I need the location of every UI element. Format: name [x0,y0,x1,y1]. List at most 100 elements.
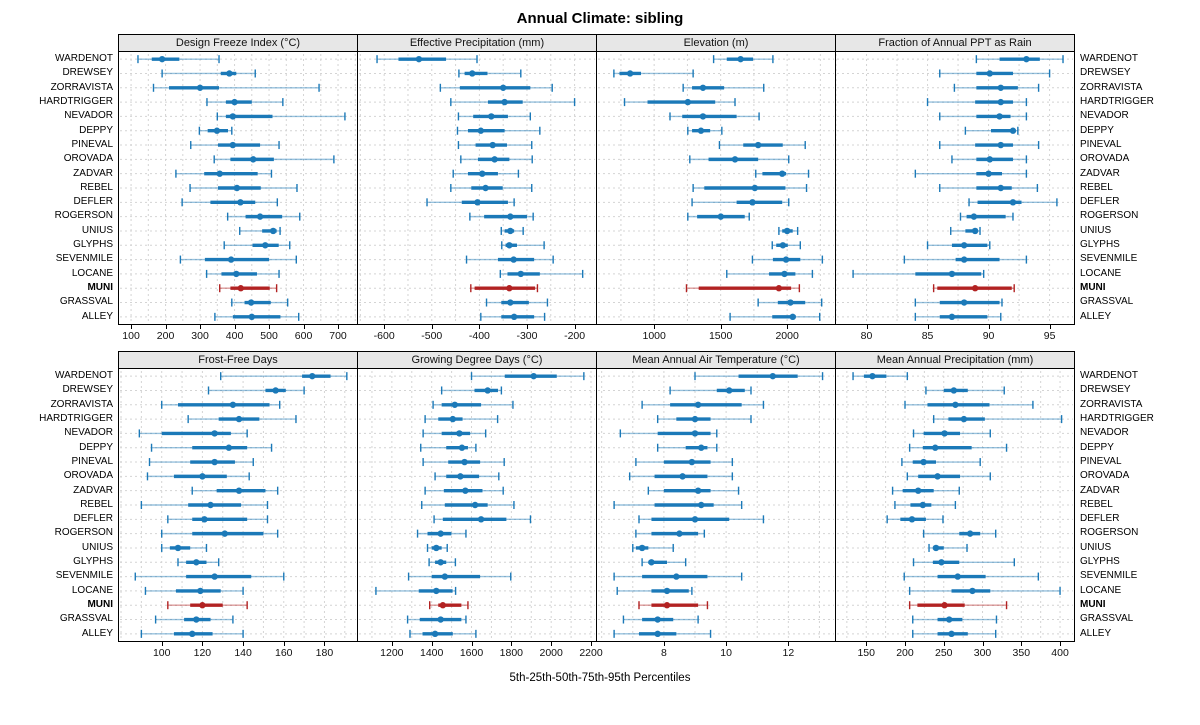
axis-tick-label: 400 [1051,647,1069,659]
site-label: WARDENOT [55,370,113,381]
site-label: GRASSVAL [1080,613,1134,625]
site-label: NEVADOR [64,427,113,439]
x-axis-mean-annual-air-temperature: 8 10 12 [596,642,836,668]
site-label: DEFLER [73,196,113,208]
site-label: GLYPHS [1080,556,1120,568]
site-label: SEVENMILE [1080,253,1138,265]
axis-tick-label: 1400 [420,647,444,659]
axis-tick [243,642,245,646]
site-label: DEPPY [1080,124,1114,136]
site-label: GRASSVAL [1080,296,1134,308]
axis-tick-label: -400 [468,330,490,342]
site-label: DEFLER [1080,513,1120,525]
axis-tick [131,325,133,329]
axis-tick-label: 2000 [775,330,799,342]
site-label: DREWSEY [62,384,113,396]
axis-tick-label: 180 [315,647,334,659]
site-label: NEVADOR [64,110,113,122]
panel-effective-precipitation: Effective Precipitation (mm) [357,34,597,325]
site-label: UNIUS [1080,224,1112,236]
axis-tick-label: 2200 [579,647,603,659]
site-label: PINEVAL [71,138,114,150]
panel-fraction-ppt-rain: Fraction of Annual PPT as Rain [835,34,1075,325]
panel-plot [836,369,1074,641]
axis-tick [202,642,204,646]
panel-plot [119,369,357,641]
axis-tick [943,642,945,646]
axis-tick [927,325,929,329]
site-label: UNIUS [81,541,113,553]
axis-tick [431,642,433,646]
axis-row-2: 100 120 140 160 180 1200 1400 1600 1800 2000 2200… [0,642,1200,668]
site-label: ROGERSON [1080,210,1139,222]
site-label: REBEL [80,181,113,193]
axis-tick [479,325,481,329]
site-label: DEPPY [1080,441,1114,453]
axis-tick-label: 2000 [539,647,563,659]
site-labels-left-row1: WARDENOT DREWSEY ZORRAVISTA HARDTRIGGER NEVA… [0,34,118,324]
axis-tick [574,325,576,329]
site-labels-right-row2: WARDENOT DREWSEY ZORRAVISTA HARDTRIGGER NEVA… [1075,351,1197,641]
axis-tick [982,642,984,646]
site-label: LOCANE [71,584,113,596]
axis-tick [866,642,868,646]
axis-tick-label: 1800 [499,647,524,659]
axis-tick-label: 1000 [642,330,666,342]
panel-frost-free-days: Frost-Free Days [118,351,358,642]
axis-tick [591,642,593,646]
site-label: PINEVAL [1080,455,1122,467]
x-axis-growing-degree-days: 1200 1400 1600 1800 2000 2200 [357,642,603,668]
site-label: UNIUS [1080,541,1112,553]
site-label: HARDTRIGGER [39,95,113,107]
axis-tick [338,325,340,329]
axis-tick-label: 12 [782,647,795,659]
site-label: REBEL [80,498,113,510]
panel-header: Fraction of Annual PPT as Rain [836,35,1074,52]
site-label: ROGERSON [54,210,113,222]
site-labels-right-row1: WARDENOT DREWSEY ZORRAVISTA HARDTRIGGER NEVA… [1075,34,1197,324]
axis-tick-label: 500 [260,330,278,342]
x-axis-effective-precipitation: -600 -500 -400 -300 -200 [357,325,597,351]
axis-tick [234,325,236,329]
axis-tick [1060,642,1062,646]
site-label: MUNI [1080,282,1106,293]
site-label: ROGERSON [1080,527,1139,539]
panel-header: Design Freeze Index (°C) [119,35,357,52]
site-label: ROGERSON [54,527,113,539]
panel-plot [358,52,596,324]
panel-header: Mean Annual Air Temperature (°C) [597,352,835,369]
axis-row-1: 100 200 300 400 500 600 700 -600 -500 -400 -300 -2… [0,325,1200,351]
panel-header: Effective Precipitation (mm) [358,35,596,52]
axis-tick [471,642,473,646]
axis-tick [787,325,789,329]
panel-plot [358,369,596,641]
site-label: PINEVAL [1080,138,1122,150]
site-label: WARDENOT [55,53,113,64]
site-label: GLYPHS [1080,239,1120,251]
site-label: OROVADA [63,470,113,482]
axis-tick [391,642,393,646]
panel-mean-annual-air-temperature: Mean Annual Air Temperature (°C) [596,351,836,642]
site-label: LOCANE [1080,267,1122,279]
site-label: DREWSEY [1080,384,1131,396]
axis-tick-label: 350 [1012,647,1031,659]
axis-tick-label: 1200 [380,647,404,659]
site-label: DEFLER [73,513,113,525]
site-label: UNIUS [81,224,113,236]
site-label: ALLEY [1080,310,1112,322]
site-label: DREWSEY [62,67,113,79]
axis-tick [161,642,163,646]
site-label: ZORRAVISTA [1080,81,1143,93]
site-label: PINEVAL [71,455,114,467]
site-label: DEPPY [79,441,113,453]
site-label: NEVADOR [1080,427,1129,439]
axis-tick [283,642,285,646]
panel-header: Growing Degree Days (°C) [358,352,596,369]
figure-title: Annual Climate: sibling [516,10,684,27]
axis-tick-label: -500 [421,330,443,342]
axis-tick-label: 1500 [708,330,733,342]
site-label: OROVADA [1080,470,1130,482]
site-label: GRASSVAL [59,613,113,625]
panel-row-2: WARDENOT DREWSEY ZORRAVISTA HARDTRIGGER NEVA… [0,351,1200,642]
